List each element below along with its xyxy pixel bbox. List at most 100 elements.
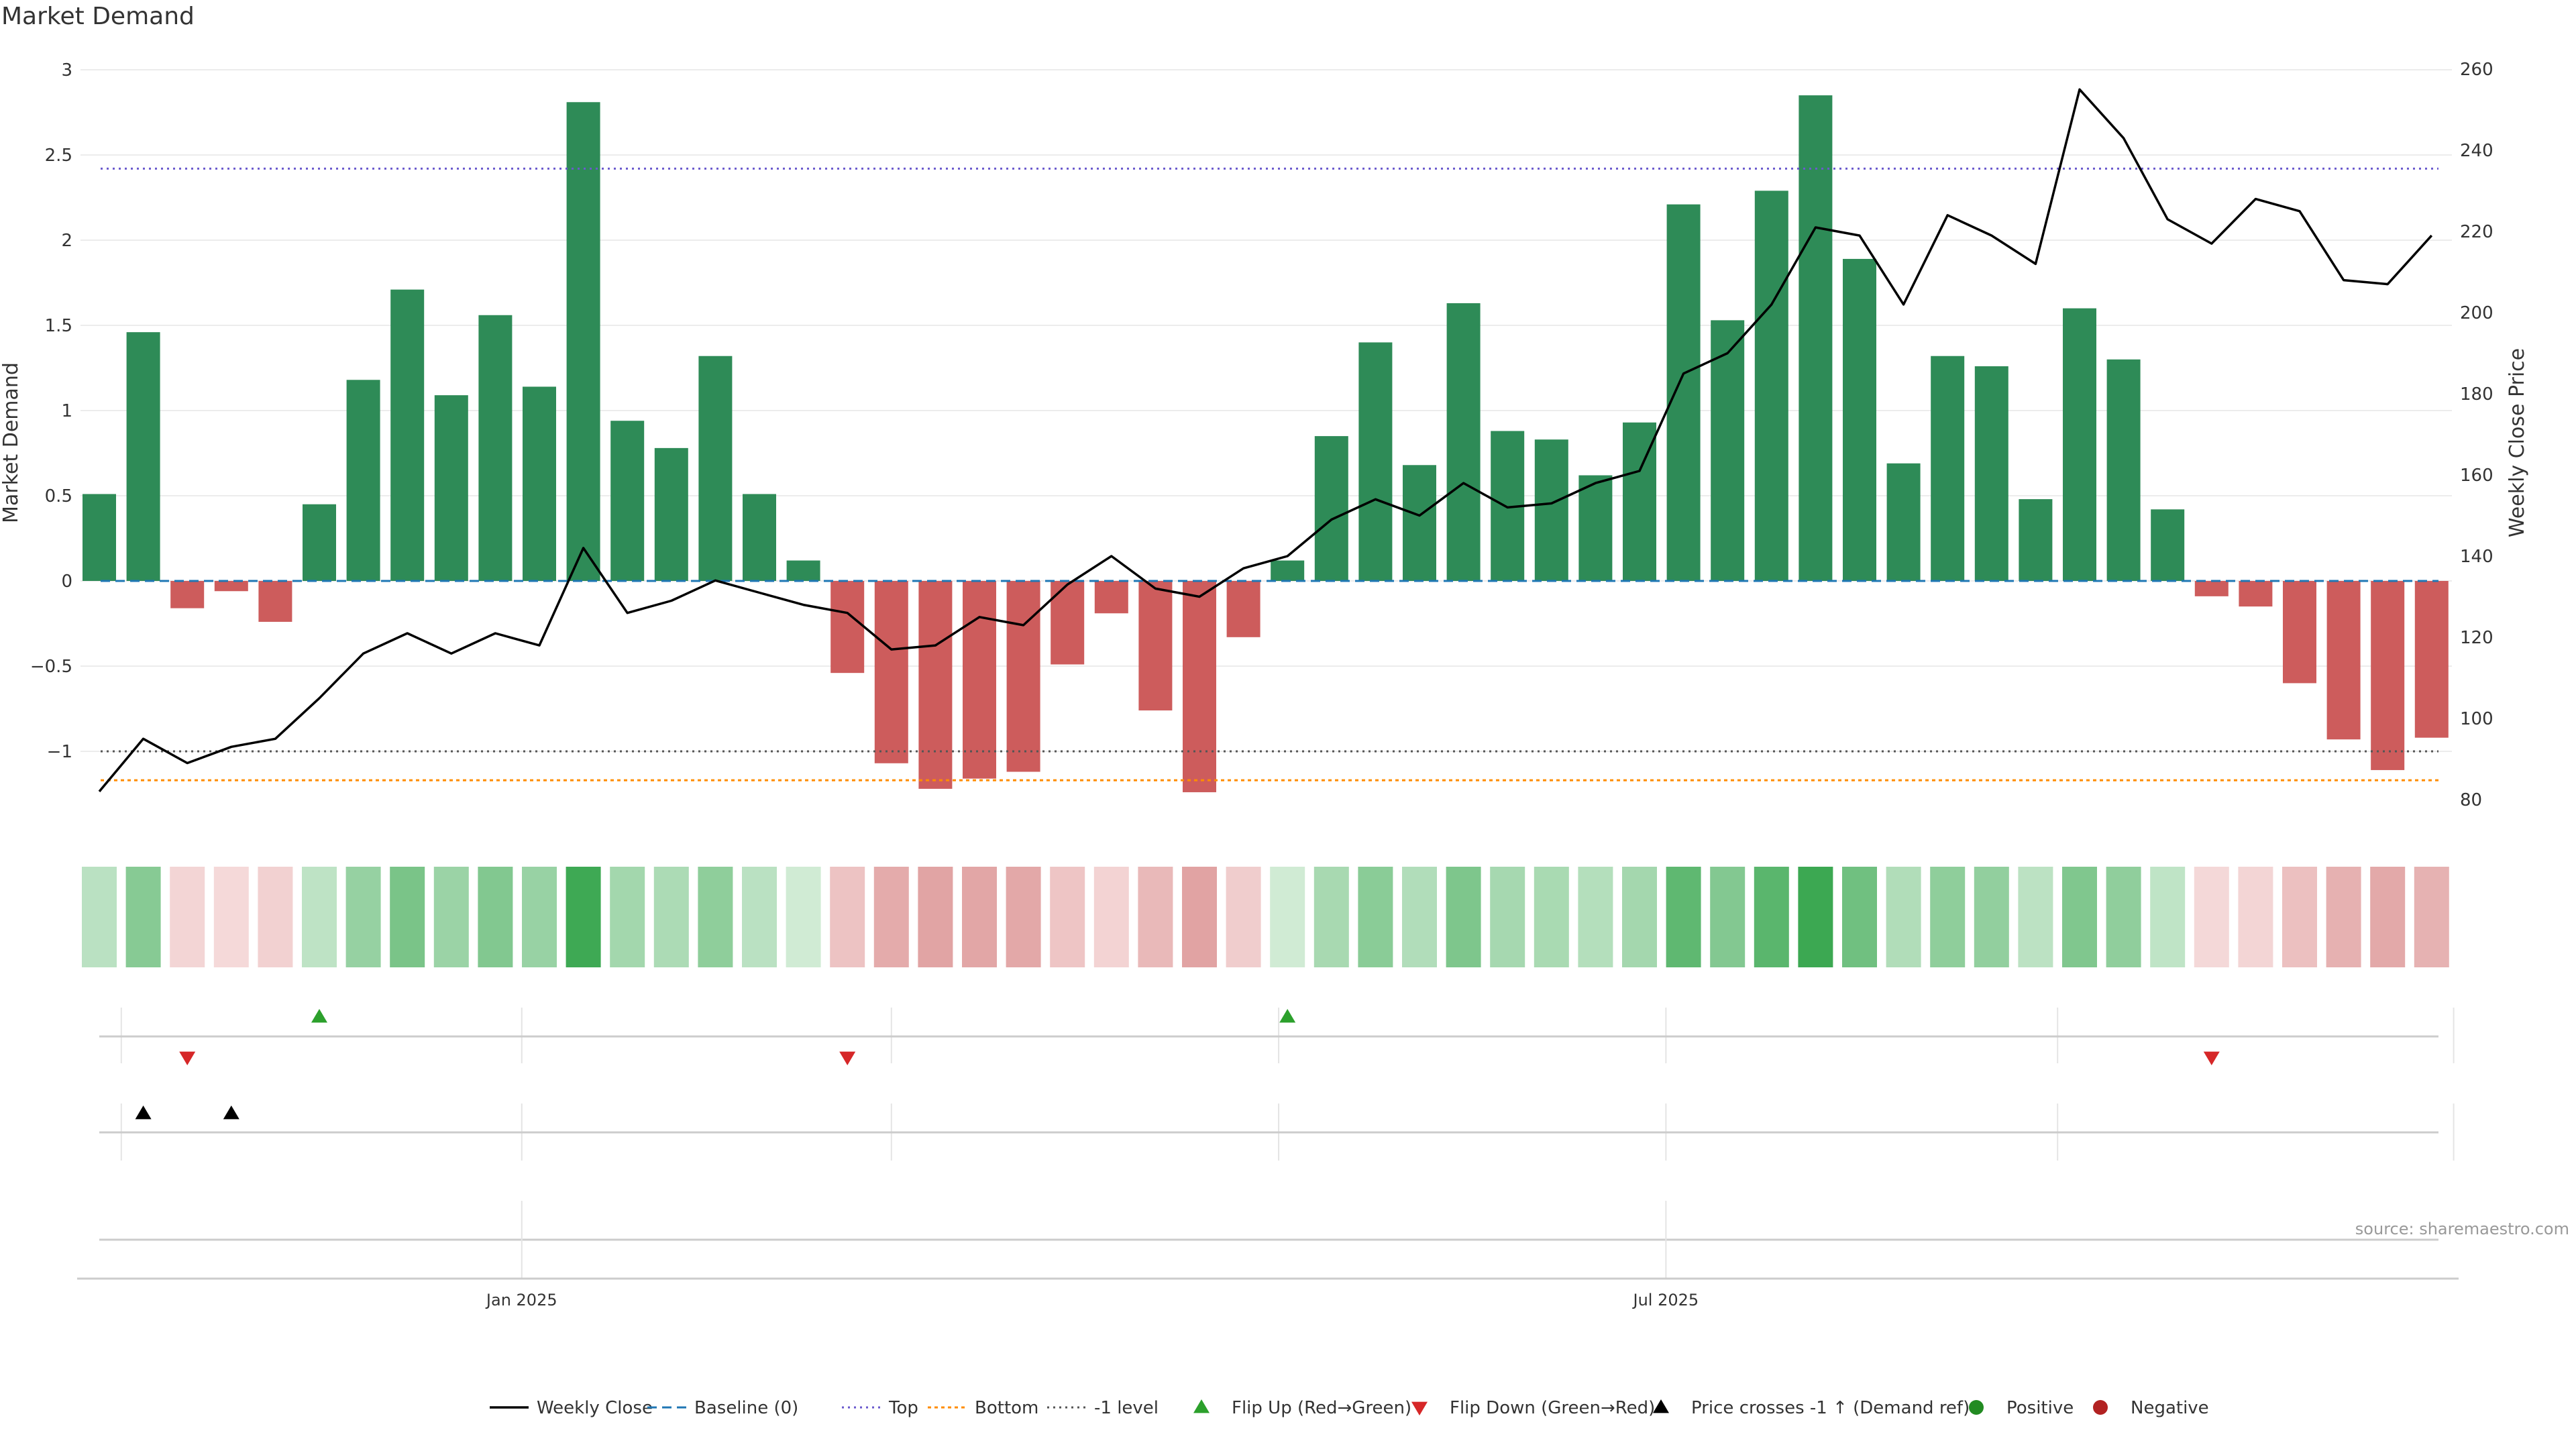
legend-item: Baseline (0): [647, 1398, 798, 1418]
demand-heat-cell: [390, 867, 425, 967]
signal-layer: Jan 2025 Jul 2025: [77, 1008, 2459, 1309]
legend-item: Top: [842, 1398, 918, 1418]
y-tick-label: 1.5: [45, 316, 72, 336]
legend-label: Weekly Close: [537, 1398, 653, 1418]
demand-heat-cell: [2370, 867, 2406, 967]
demand-heat-cell: [2106, 867, 2141, 967]
demand-bar-negative: [170, 581, 205, 608]
demand-heat-cell: [1666, 867, 1701, 967]
legend-item: -1 level: [1047, 1398, 1159, 1418]
demand-heat-cell: [918, 867, 953, 967]
legend-label: Negative: [2131, 1398, 2209, 1418]
demand-heat-cell: [213, 867, 249, 967]
demand-bar-negative: [1094, 581, 1128, 614]
demand-heat-cell: [1754, 867, 1789, 967]
demand-heat-cell: [2238, 867, 2273, 967]
legend-label: Price crosses -1 ↑ (Demand ref): [1691, 1398, 1970, 1418]
legend-swatch-negative: [2093, 1400, 2108, 1415]
y-axis-title: Market Demand: [0, 362, 23, 523]
demand-heat-cell: [1710, 867, 1746, 967]
y2-tick-label: 140: [2460, 547, 2493, 567]
y2-tick-label: 160: [2460, 466, 2493, 486]
y2-axis-title: Weekly Close Price: [2506, 348, 2529, 537]
legend-item: Flip Up (Red→Green): [1193, 1398, 1411, 1418]
legend-label: Baseline (0): [694, 1398, 798, 1418]
legend-label: Flip Down (Green→Red): [1450, 1398, 1655, 1418]
demand-bar-positive: [1314, 436, 1348, 581]
legend-label: -1 level: [1094, 1398, 1159, 1418]
demand-bar-negative: [830, 581, 865, 674]
demand-bar-positive: [786, 560, 820, 581]
demand-heat-cell: [653, 867, 689, 967]
demand-bar-negative: [214, 581, 248, 592]
demand-heat-cell: [478, 867, 513, 967]
legend-swatch-flip-down: [1411, 1401, 1428, 1415]
demand-bar-positive: [698, 356, 733, 581]
demand-heat-cell: [302, 867, 337, 967]
y-tick-label: −1: [47, 742, 72, 762]
demand-heat-cell: [610, 867, 645, 967]
demand-bar-positive: [1446, 303, 1481, 581]
demand-bar-negative: [1138, 581, 1173, 711]
demand-bar-positive: [654, 447, 688, 581]
y-tick-label: 1: [61, 401, 72, 421]
source-label: source: sharemaestro.com: [2355, 1220, 2569, 1238]
legend-item: Weekly Close: [490, 1398, 653, 1418]
demand-heat-cell: [786, 867, 821, 967]
axis-layer: 3 2.5 2 1.5 1 0.5 0 −0.5 −1 260 240 220 200 180 160 140…: [0, 60, 2529, 810]
flip-up-marker: [1279, 1009, 1296, 1023]
demand-bar-positive: [478, 315, 513, 581]
demand-heat-cell: [2150, 867, 2186, 967]
demand-bar-positive: [126, 332, 160, 581]
legend-label: Positive: [2006, 1398, 2074, 1418]
demand-bar-negative: [2239, 581, 2273, 607]
demand-bar-negative: [1183, 581, 1216, 792]
demand-heat-cell: [2194, 867, 2229, 967]
price-cross-marker: [223, 1106, 239, 1120]
x-tick-label: Jul 2025: [1632, 1291, 1699, 1309]
demand-bar-positive: [83, 494, 116, 581]
demand-heat-cell: [1534, 867, 1569, 967]
demand-bar-negative: [2371, 581, 2405, 770]
demand-heat-cell: [2062, 867, 2097, 967]
legend-layer: Weekly Close Baseline (0) Top Bottom -1 leve…: [490, 1398, 2209, 1418]
demand-bar-positive: [1403, 465, 1436, 581]
y2-tick-label: 100: [2460, 709, 2493, 729]
demand-heat-cell: [873, 867, 909, 967]
demand-heat-cell: [1622, 867, 1657, 967]
demand-heat-cell: [830, 867, 865, 967]
flip-down-marker: [179, 1051, 196, 1065]
flip-down-marker: [2203, 1051, 2220, 1065]
demand-heat-cell: [1842, 867, 1877, 967]
reference-lines-layer: [101, 167, 2438, 782]
y-tick-label: 2: [61, 231, 72, 251]
demand-heat-cell: [1182, 867, 1217, 967]
y2-tick-label: 220: [2460, 222, 2493, 242]
demand-bar-positive: [1886, 463, 1921, 581]
demand-bar-positive: [610, 421, 645, 581]
y2-tick-label: 120: [2460, 628, 2493, 648]
demand-bar-negative: [258, 581, 292, 622]
demand-bar-negative: [1006, 581, 1040, 772]
legend-item: Positive: [1969, 1398, 2074, 1418]
legend-label: Top: [888, 1398, 918, 1418]
demand-heat-cell: [1974, 867, 2009, 967]
demand-bar-positive: [390, 289, 425, 581]
heat-strip-layer: [82, 867, 2449, 967]
demand-bar-negative: [874, 581, 908, 763]
y-tick-label: 2.5: [45, 146, 72, 166]
y2-tick-label: 260: [2460, 60, 2493, 80]
demand-heat-cell: [345, 867, 381, 967]
demand-bar-positive: [2106, 359, 2141, 581]
price-line-layer: [98, 88, 2433, 793]
legend-label: Flip Up (Red→Green): [1232, 1398, 1411, 1418]
demand-heat-cell: [1798, 867, 1833, 967]
demand-heat-cell: [1050, 867, 1085, 967]
demand-bar-positive: [523, 386, 556, 581]
demand-bar-negative: [1051, 581, 1085, 665]
demand-bar-positive: [1843, 258, 1876, 581]
demand-heat-cell: [1270, 867, 1305, 967]
demand-bar-negative: [2414, 581, 2449, 738]
demand-bar-positive: [1578, 475, 1613, 581]
weekly-close-line: [98, 88, 2433, 793]
